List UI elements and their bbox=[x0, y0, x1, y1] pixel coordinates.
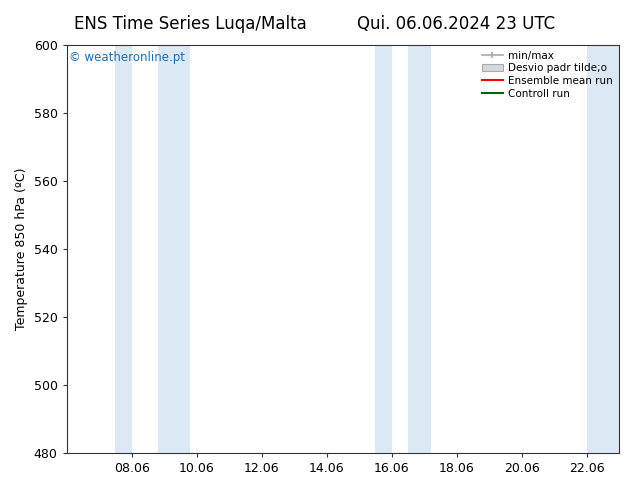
Bar bbox=[408, 45, 430, 453]
Bar bbox=[115, 45, 132, 453]
Y-axis label: Temperature 850 hPa (ºC): Temperature 850 hPa (ºC) bbox=[15, 168, 28, 330]
Bar bbox=[586, 45, 619, 453]
Legend: min/max, Desvio padr tilde;o, Ensemble mean run, Controll run: min/max, Desvio padr tilde;o, Ensemble m… bbox=[479, 48, 616, 102]
Bar bbox=[158, 45, 190, 453]
Bar bbox=[375, 45, 392, 453]
Text: © weatheronline.pt: © weatheronline.pt bbox=[69, 50, 185, 64]
Text: Qui. 06.06.2024 23 UTC: Qui. 06.06.2024 23 UTC bbox=[358, 15, 555, 33]
Text: ENS Time Series Luqa/Malta: ENS Time Series Luqa/Malta bbox=[74, 15, 307, 33]
